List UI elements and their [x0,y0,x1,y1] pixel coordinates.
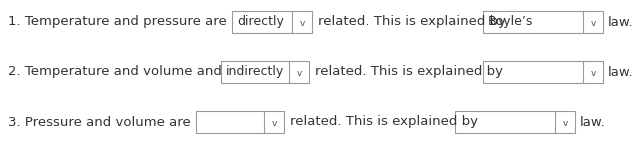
Text: v: v [271,119,276,128]
Text: directly: directly [237,16,284,29]
Text: law.: law. [608,66,634,78]
Text: Boyle’s: Boyle’s [488,16,533,29]
Text: related. This is explained by: related. This is explained by [318,16,506,29]
Text: related. This is explained by: related. This is explained by [290,115,478,128]
Text: law.: law. [608,16,634,29]
Text: indirectly: indirectly [226,66,284,78]
Bar [483,61,603,83]
Bar [221,61,309,83]
Text: v: v [296,69,302,78]
Text: 3. Pressure and volume are: 3. Pressure and volume are [8,115,190,128]
Text: v: v [299,18,304,27]
Text: v: v [590,69,596,78]
Bar [455,111,575,133]
Bar [483,11,603,33]
Text: v: v [562,119,568,128]
Text: 2. Temperature and volume and: 2. Temperature and volume and [8,66,222,78]
Text: 1. Temperature and pressure are: 1. Temperature and pressure are [8,16,227,29]
Text: related. This is explained by: related. This is explained by [315,66,503,78]
Text: v: v [590,18,596,27]
Text: law.: law. [580,115,606,128]
Bar [232,11,312,33]
Bar [196,111,284,133]
